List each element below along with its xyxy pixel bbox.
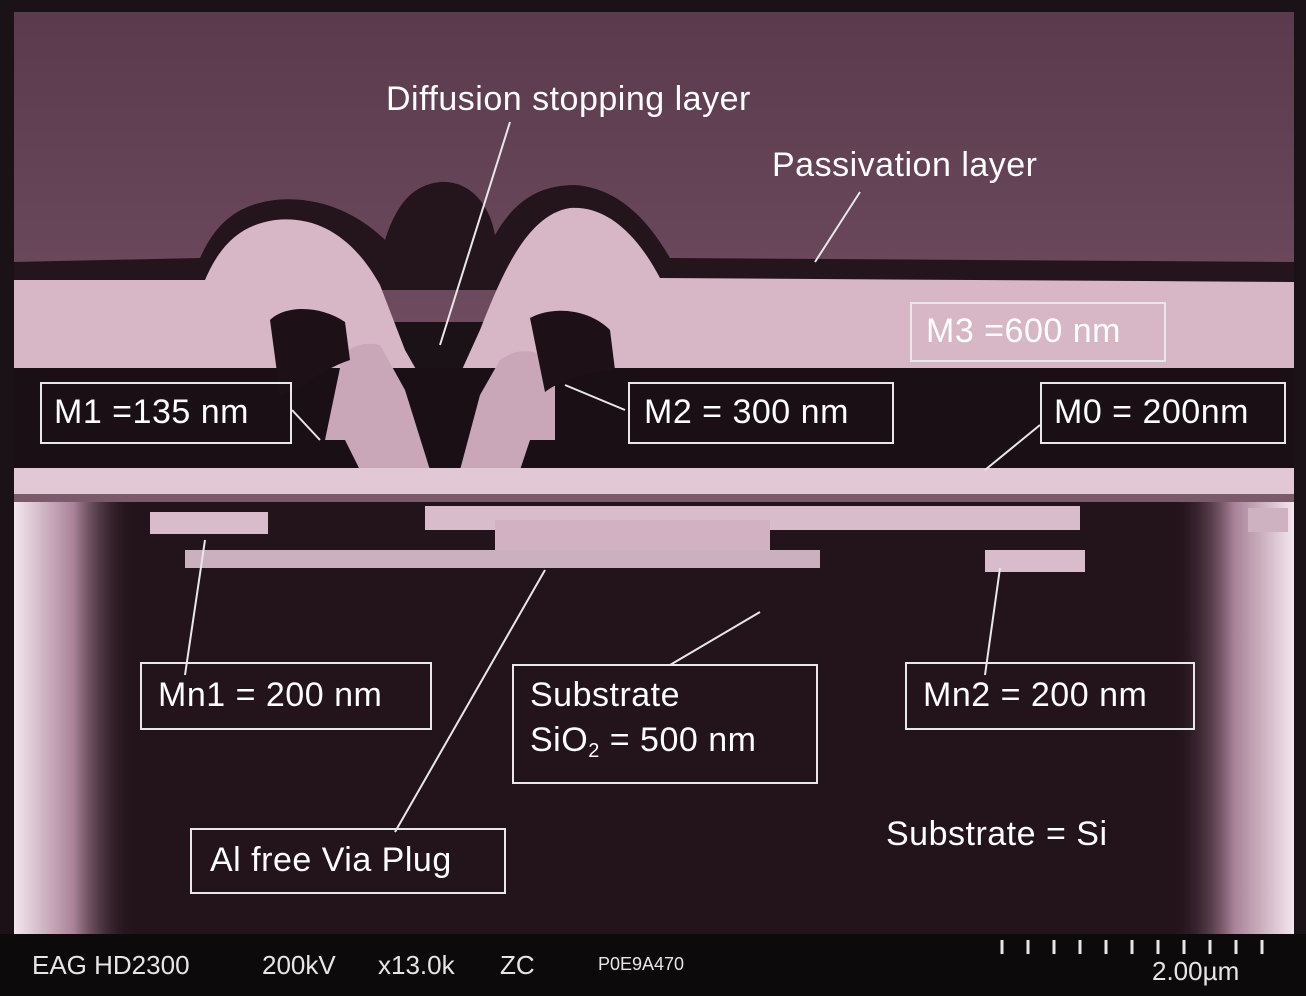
label-mn2-box: Mn2 = 200 nm <box>905 662 1195 730</box>
label-m3: M3 =600 nm <box>926 312 1121 350</box>
dielectric-dark-band <box>14 368 1294 468</box>
label-substrate: Substrate <box>530 676 681 714</box>
leader-via-plug <box>394 569 546 833</box>
m2-feature-right <box>530 310 615 392</box>
label-m0: M0 = 200nm <box>1054 393 1249 431</box>
mn-lower-line <box>185 550 820 568</box>
mn1-left-segment <box>150 512 268 534</box>
substrate-region <box>14 502 1294 934</box>
mn2-segment <box>985 550 1085 572</box>
label-mn2: Mn2 = 200 nm <box>923 676 1148 714</box>
label-sio2-prefix: SiO <box>530 721 589 759</box>
leader-mn2 <box>984 567 1001 676</box>
label-m2: M2 = 300 nm <box>644 393 849 431</box>
leader-lines <box>184 121 1041 833</box>
info-mode: ZC <box>500 950 535 980</box>
label-m1: M1 =135 nm <box>54 393 249 431</box>
label-m0-box: M0 = 200nm <box>1040 382 1286 444</box>
leader-m2 <box>564 384 626 411</box>
leader-passivation <box>814 191 861 263</box>
m2-feature-left <box>270 308 350 395</box>
label-mn1-box: Mn1 = 200 nm <box>140 662 432 730</box>
label-sio2-suffix: = 500 nm <box>599 721 757 759</box>
label-diffusion-stopping-layer: Diffusion stopping layer <box>386 80 751 118</box>
info-scale: 2.00µm <box>1152 956 1240 986</box>
info-instrument: EAG HD2300 <box>32 950 190 980</box>
leader-m0 <box>984 424 1041 471</box>
label-via-plug: Al free Via Plug <box>210 841 452 879</box>
info-magnification: x13.0k <box>378 950 455 980</box>
right-small-bar <box>1248 508 1288 532</box>
info-voltage: 200kV <box>262 950 336 980</box>
scale-bar-ticks <box>1000 940 1264 954</box>
m0-layer <box>14 468 1294 494</box>
label-m3-box: M3 =600 nm <box>910 302 1166 362</box>
leader-m1 <box>291 409 321 441</box>
leader-diffusion <box>439 121 511 346</box>
label-sio2-subscript: 2 <box>588 740 600 762</box>
leader-substrate <box>669 611 761 666</box>
label-m1-box: M1 =135 nm <box>40 382 292 444</box>
info-image-id: P0E9A470 <box>598 954 685 974</box>
left-edge-glow <box>14 502 134 934</box>
label-m2-box: M2 = 300 nm <box>628 382 894 444</box>
m0-under-line <box>14 494 1294 502</box>
label-substrate-sio2-box: Substrate SiO2 = 500 nm <box>512 664 818 784</box>
label-mn1: Mn1 = 200 nm <box>158 676 383 714</box>
label-via-plug-box: Al free Via Plug <box>190 828 506 894</box>
leader-mn1 <box>184 539 206 676</box>
via-stack <box>325 343 555 470</box>
label-passivation-layer: Passivation layer <box>772 146 1038 184</box>
label-sio2-thickness: SiO2 = 500 nm <box>530 721 800 763</box>
sem-info-bar: EAG HD2300 200kV x13.0k ZC P0E9A470 2.00… <box>0 934 1306 996</box>
label-substrate-si: Substrate = Si <box>886 815 1108 853</box>
